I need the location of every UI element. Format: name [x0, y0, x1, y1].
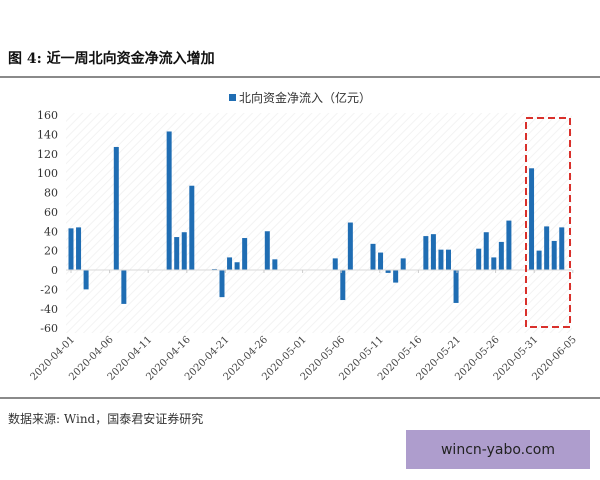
bar: [393, 270, 399, 283]
bar: [76, 227, 82, 270]
bar: [453, 270, 459, 303]
bar: [446, 249, 451, 270]
bar: [483, 232, 489, 270]
source-note: 数据来源: Wind，国泰君安证券研究: [8, 412, 204, 426]
y-tick-label: 60: [44, 206, 58, 219]
legend-swatch: [228, 94, 236, 101]
bar: [264, 231, 270, 270]
bars: [68, 131, 565, 304]
watermark: wincn-yabo.com: [406, 430, 590, 469]
bar: [544, 226, 550, 270]
bar: [340, 270, 346, 301]
y-tick-label: -20: [40, 283, 58, 296]
bar: [242, 238, 248, 270]
bar: [234, 262, 240, 270]
bar: [272, 259, 278, 270]
y-tick-label: 40: [44, 225, 58, 238]
plot-area: [66, 113, 572, 333]
highlight-box: [525, 117, 571, 328]
bar: [400, 258, 406, 270]
bar: [423, 236, 429, 270]
bar: [476, 248, 482, 270]
bar: [189, 185, 195, 270]
bar: [491, 257, 497, 270]
y-tick-label: 140: [37, 128, 58, 141]
y-tick-label: 120: [37, 148, 58, 161]
legend-label: 北向资金净流入（亿元）: [238, 91, 371, 105]
bar: [430, 234, 436, 270]
top-rule: [0, 76, 600, 78]
bar: [174, 237, 180, 270]
bar: [121, 270, 127, 304]
y-tick-label: 80: [44, 187, 58, 200]
bar: [370, 243, 376, 270]
y-tick-label: 160: [37, 109, 58, 122]
bar: [438, 249, 444, 270]
y-tick-label: -40: [40, 303, 58, 316]
y-tick-label: -60: [40, 322, 58, 335]
bar: [113, 146, 119, 270]
bar: [551, 240, 557, 270]
bar: [347, 222, 353, 270]
bar: [378, 252, 384, 270]
chart-legend: 北向资金净流入（亿元）: [0, 89, 600, 106]
bar: [529, 168, 535, 270]
y-tick-label: 100: [37, 167, 58, 180]
bar: [227, 257, 233, 270]
bar: [68, 228, 74, 270]
y-axis: 160 140 120 100 80 60 40 20 0 -20 -40 -60: [37, 109, 58, 335]
bar: [559, 227, 565, 270]
y-tick-label: 0: [51, 264, 58, 277]
bar: [181, 232, 187, 270]
y-tick-label: 20: [44, 245, 58, 258]
figure-title: 图 4: 近一周北向资金净流入增加: [8, 51, 215, 67]
bar: [506, 220, 512, 270]
bar: [498, 241, 504, 270]
bar: [536, 250, 542, 270]
bar: [332, 258, 338, 270]
bar: [166, 131, 172, 270]
bottom-rule: [0, 397, 600, 399]
bar: [83, 270, 89, 290]
bar: [385, 270, 391, 273]
bar: [219, 270, 225, 298]
